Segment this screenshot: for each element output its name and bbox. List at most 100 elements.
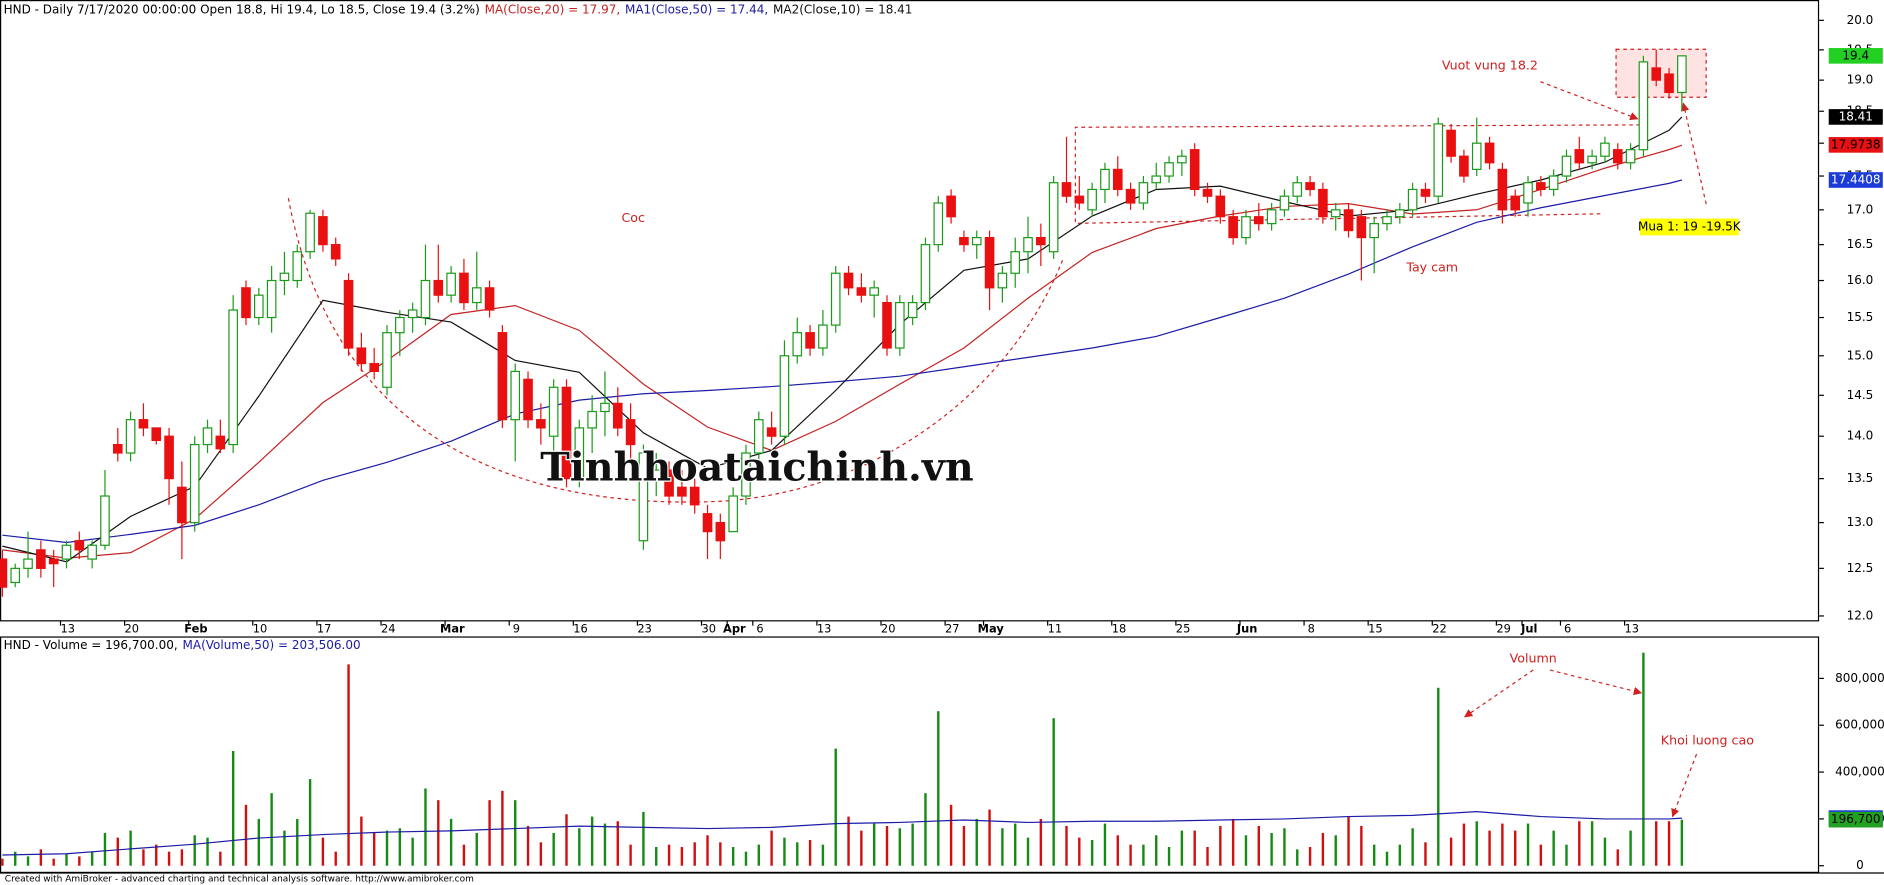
candle-body xyxy=(612,402,623,429)
volume-bar xyxy=(1655,821,1658,866)
volume-bar xyxy=(911,823,914,866)
candle-body xyxy=(946,195,956,218)
candle-body xyxy=(702,513,713,533)
candle-body xyxy=(279,272,290,282)
candle-body xyxy=(920,244,931,304)
volume-bar xyxy=(1667,821,1671,866)
volume-bar xyxy=(1488,830,1491,866)
last-value-label: 17.9738 xyxy=(1831,137,1881,151)
volume-bar xyxy=(65,854,68,866)
volume-bar xyxy=(1167,847,1171,866)
candle-body xyxy=(1074,195,1085,204)
volume-bar xyxy=(1552,830,1555,866)
volume-bar xyxy=(1360,825,1363,866)
candle-body xyxy=(228,309,238,446)
legend-entry: MA1(Close,50) = 17.44, xyxy=(625,2,768,16)
volume-bar xyxy=(1334,835,1337,866)
volume-bar xyxy=(590,816,594,866)
volume-bar xyxy=(231,750,235,866)
x-tick-label: 16 xyxy=(573,622,588,636)
candle-body xyxy=(420,279,431,319)
candle-body xyxy=(36,549,46,569)
candle-body xyxy=(677,486,687,497)
volume-bar xyxy=(616,821,619,866)
candle-body xyxy=(1010,251,1021,274)
volume-bar xyxy=(1296,849,1299,866)
volume-bar xyxy=(1462,823,1466,866)
chart-title: HND - Volume = 196,700.00, xyxy=(4,637,178,651)
candle-body xyxy=(1112,168,1123,191)
volume-bar xyxy=(667,844,671,866)
candle-body xyxy=(164,435,174,480)
volume-bar xyxy=(834,748,837,866)
candle-body xyxy=(1664,73,1674,94)
arrow xyxy=(1540,81,1639,121)
volume-bar xyxy=(1680,819,1684,866)
x-tick-label: 8 xyxy=(1308,622,1315,636)
volume-bar xyxy=(1642,652,1645,866)
candle-body xyxy=(112,443,123,454)
candle-body xyxy=(1228,216,1238,239)
volume-bar xyxy=(1424,842,1427,866)
candle-body xyxy=(574,427,585,480)
volume-bar xyxy=(1347,816,1350,866)
volume-bar xyxy=(1578,821,1581,866)
candle-body xyxy=(74,540,85,551)
volume-bar xyxy=(526,825,530,866)
volume-bar xyxy=(1001,828,1004,866)
x-tick-label: 13 xyxy=(60,622,75,636)
annotation: Coc xyxy=(621,210,645,225)
candle-body xyxy=(61,544,72,560)
volume-bar xyxy=(514,800,517,866)
volume-bar xyxy=(437,800,440,866)
volume-bar xyxy=(180,849,184,866)
y-tick-label: 19.0 xyxy=(1847,73,1874,87)
candle-body xyxy=(48,558,59,565)
volume-bar xyxy=(155,844,158,866)
candle-body xyxy=(715,522,726,542)
y-tick-label: 14.5 xyxy=(1847,388,1874,402)
candle-body xyxy=(1177,155,1187,164)
x-tick-label: 18 xyxy=(1112,622,1127,636)
candle-body xyxy=(1638,61,1649,151)
last-value-badge xyxy=(1828,811,1883,828)
candle-body xyxy=(1305,182,1315,191)
volume-bar xyxy=(975,818,978,866)
annotation: Vuot vung 18.2 xyxy=(1442,58,1538,73)
legend-entry: MA(Close,20) = 17.97, xyxy=(485,2,621,16)
volume-bar xyxy=(116,837,119,866)
volume-bar xyxy=(462,844,466,866)
volume-bar xyxy=(1308,847,1312,866)
candle-body xyxy=(971,236,982,246)
candle-body xyxy=(1330,209,1341,218)
volume-bar xyxy=(962,825,966,866)
candle-body xyxy=(1241,216,1251,239)
candle-body xyxy=(1266,209,1277,225)
candle-body xyxy=(356,347,367,365)
candle-body xyxy=(1202,188,1213,197)
volume-bar xyxy=(808,839,812,866)
volume-bar xyxy=(283,830,286,866)
volume-bar xyxy=(1501,823,1504,866)
volume-bar xyxy=(744,851,748,866)
x-tick-label: 6 xyxy=(1564,622,1571,636)
y-tick-label: 400,000 xyxy=(1835,765,1884,779)
candle-body xyxy=(1574,149,1585,164)
ma-line xyxy=(2,116,1683,563)
candle-body xyxy=(1523,182,1533,204)
candle-body xyxy=(369,362,379,373)
candle-body xyxy=(459,272,469,304)
candle-body xyxy=(1215,195,1226,218)
header: HND - Daily 7/17/2020 00:00:00 Open 18.8… xyxy=(4,2,913,16)
volume-bar xyxy=(872,823,876,866)
candle-body xyxy=(1536,182,1546,191)
candle-body xyxy=(1395,209,1405,218)
candle-body xyxy=(125,419,136,454)
volume-bar xyxy=(796,842,799,866)
x-tick-label: 24 xyxy=(381,622,396,636)
candle-body xyxy=(1677,55,1687,94)
